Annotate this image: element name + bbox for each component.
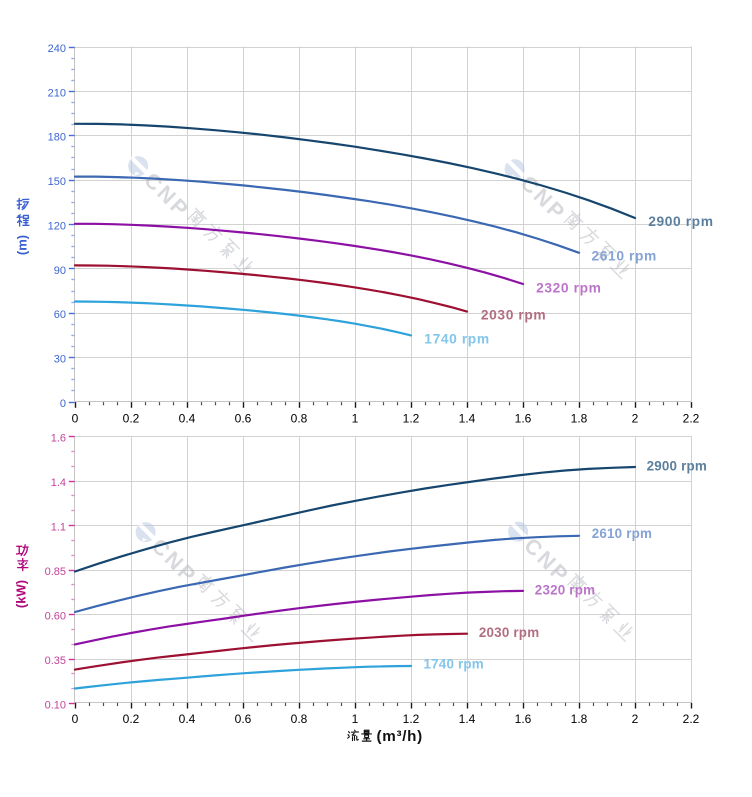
svg-text:1.4: 1.4 — [459, 412, 476, 426]
svg-text:0.85: 0.85 — [45, 566, 66, 578]
svg-text:1.4: 1.4 — [51, 477, 66, 489]
svg-text:2610 rpm: 2610 rpm — [592, 249, 657, 264]
svg-text:0.6: 0.6 — [235, 412, 252, 426]
svg-text:2030 rpm: 2030 rpm — [479, 625, 539, 640]
svg-text:1.6: 1.6 — [515, 412, 532, 426]
svg-text:1.1: 1.1 — [51, 521, 66, 533]
svg-text:2.2: 2.2 — [683, 712, 700, 726]
svg-text:(m³/h): (m³/h) — [377, 728, 423, 745]
svg-text:2.2: 2.2 — [683, 412, 700, 426]
svg-text:240: 240 — [48, 43, 66, 55]
svg-text:120: 120 — [48, 220, 66, 232]
svg-text:1.2: 1.2 — [403, 712, 420, 726]
svg-text:2320 rpm: 2320 rpm — [535, 583, 595, 598]
svg-text:(m): (m) — [15, 235, 30, 255]
svg-text:2900 rpm: 2900 rpm — [648, 214, 713, 229]
svg-text:1.4: 1.4 — [459, 712, 476, 726]
svg-text:1.8: 1.8 — [571, 412, 588, 426]
svg-text:1.2: 1.2 — [403, 412, 420, 426]
svg-text:0.4: 0.4 — [179, 712, 196, 726]
svg-text:0.60: 0.60 — [45, 610, 66, 622]
svg-text:0.35: 0.35 — [45, 655, 66, 667]
svg-text:0.6: 0.6 — [235, 712, 252, 726]
svg-text:180: 180 — [48, 132, 66, 144]
svg-text:210: 210 — [48, 87, 66, 99]
svg-text:0.8: 0.8 — [291, 412, 308, 426]
svg-text:0.2: 0.2 — [123, 712, 140, 726]
svg-text:1740 rpm: 1740 rpm — [424, 657, 484, 672]
svg-text:1740 rpm: 1740 rpm — [424, 332, 489, 347]
svg-text:0.2: 0.2 — [123, 412, 140, 426]
svg-text:(kW): (kW) — [13, 580, 28, 608]
svg-text:60: 60 — [54, 309, 66, 321]
svg-text:90: 90 — [54, 265, 66, 277]
svg-text:2030 rpm: 2030 rpm — [481, 308, 546, 323]
svg-text:0.8: 0.8 — [291, 712, 308, 726]
svg-text:1.8: 1.8 — [571, 712, 588, 726]
svg-text:1.6: 1.6 — [515, 712, 532, 726]
svg-text:150: 150 — [48, 176, 66, 188]
svg-text:2610 rpm: 2610 rpm — [592, 526, 652, 541]
svg-text:2900 rpm: 2900 rpm — [647, 458, 707, 473]
svg-text:2320 rpm: 2320 rpm — [536, 280, 601, 295]
svg-text:2: 2 — [632, 412, 639, 426]
svg-text:1: 1 — [352, 412, 359, 426]
svg-text:30: 30 — [54, 354, 66, 366]
svg-text:0: 0 — [60, 398, 66, 410]
svg-text:0: 0 — [72, 712, 79, 726]
svg-text:1.6: 1.6 — [51, 432, 66, 444]
svg-text:1: 1 — [352, 712, 359, 726]
svg-text:2: 2 — [632, 712, 639, 726]
svg-text:0: 0 — [72, 412, 79, 426]
svg-text:0.4: 0.4 — [179, 412, 196, 426]
svg-text:0.10: 0.10 — [45, 699, 66, 711]
